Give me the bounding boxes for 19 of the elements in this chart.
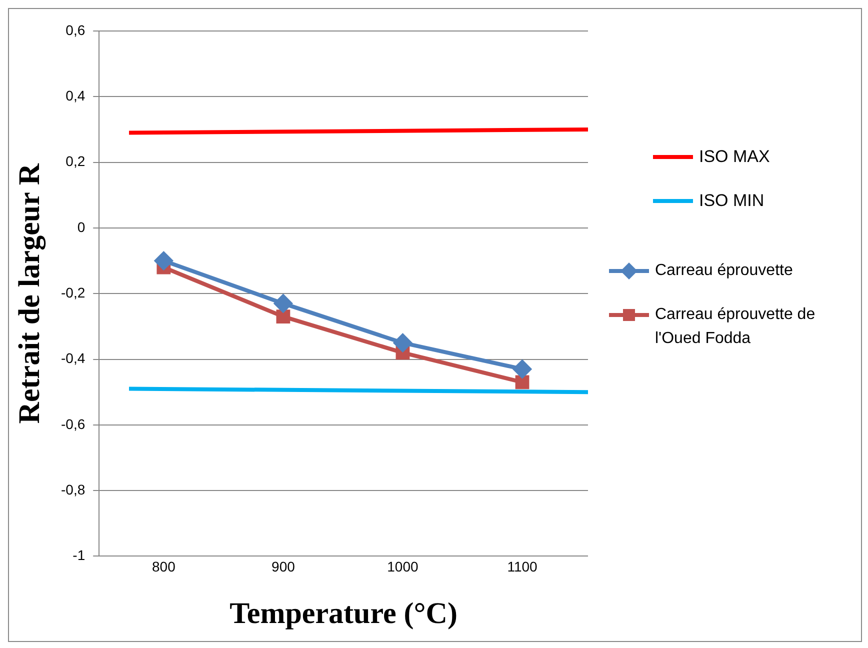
- y-tick-label: 0,4: [66, 88, 86, 104]
- legend-label: ISO MIN: [699, 190, 764, 212]
- y-tick-label: 0,2: [66, 153, 86, 170]
- y-axis-title: Retrait de largeur R: [12, 163, 46, 424]
- legend-label: Carreau éprouvette de l'Oued Fodda: [655, 305, 816, 349]
- y-tick-label: 0,6: [66, 22, 86, 38]
- x-tick-label: 900: [272, 558, 296, 574]
- y-tick-label: -0,2: [61, 284, 86, 300]
- legend-label: ISO MAX: [699, 146, 770, 168]
- y-tick-label: -1: [72, 547, 86, 564]
- legend-label: Carreau éprouvette: [655, 261, 793, 281]
- x-axis-title: Temperature (°C): [230, 596, 458, 630]
- x-tick-label: 800: [152, 558, 176, 574]
- y-tick-label: -0,6: [61, 416, 86, 432]
- y-tick-label: -0,4: [61, 350, 86, 366]
- x-tick-label: 1000: [387, 558, 419, 574]
- y-tick-label: 0: [77, 218, 86, 235]
- x-tick-label: 1100: [507, 558, 538, 574]
- y-tick-label: -0,8: [61, 481, 86, 498]
